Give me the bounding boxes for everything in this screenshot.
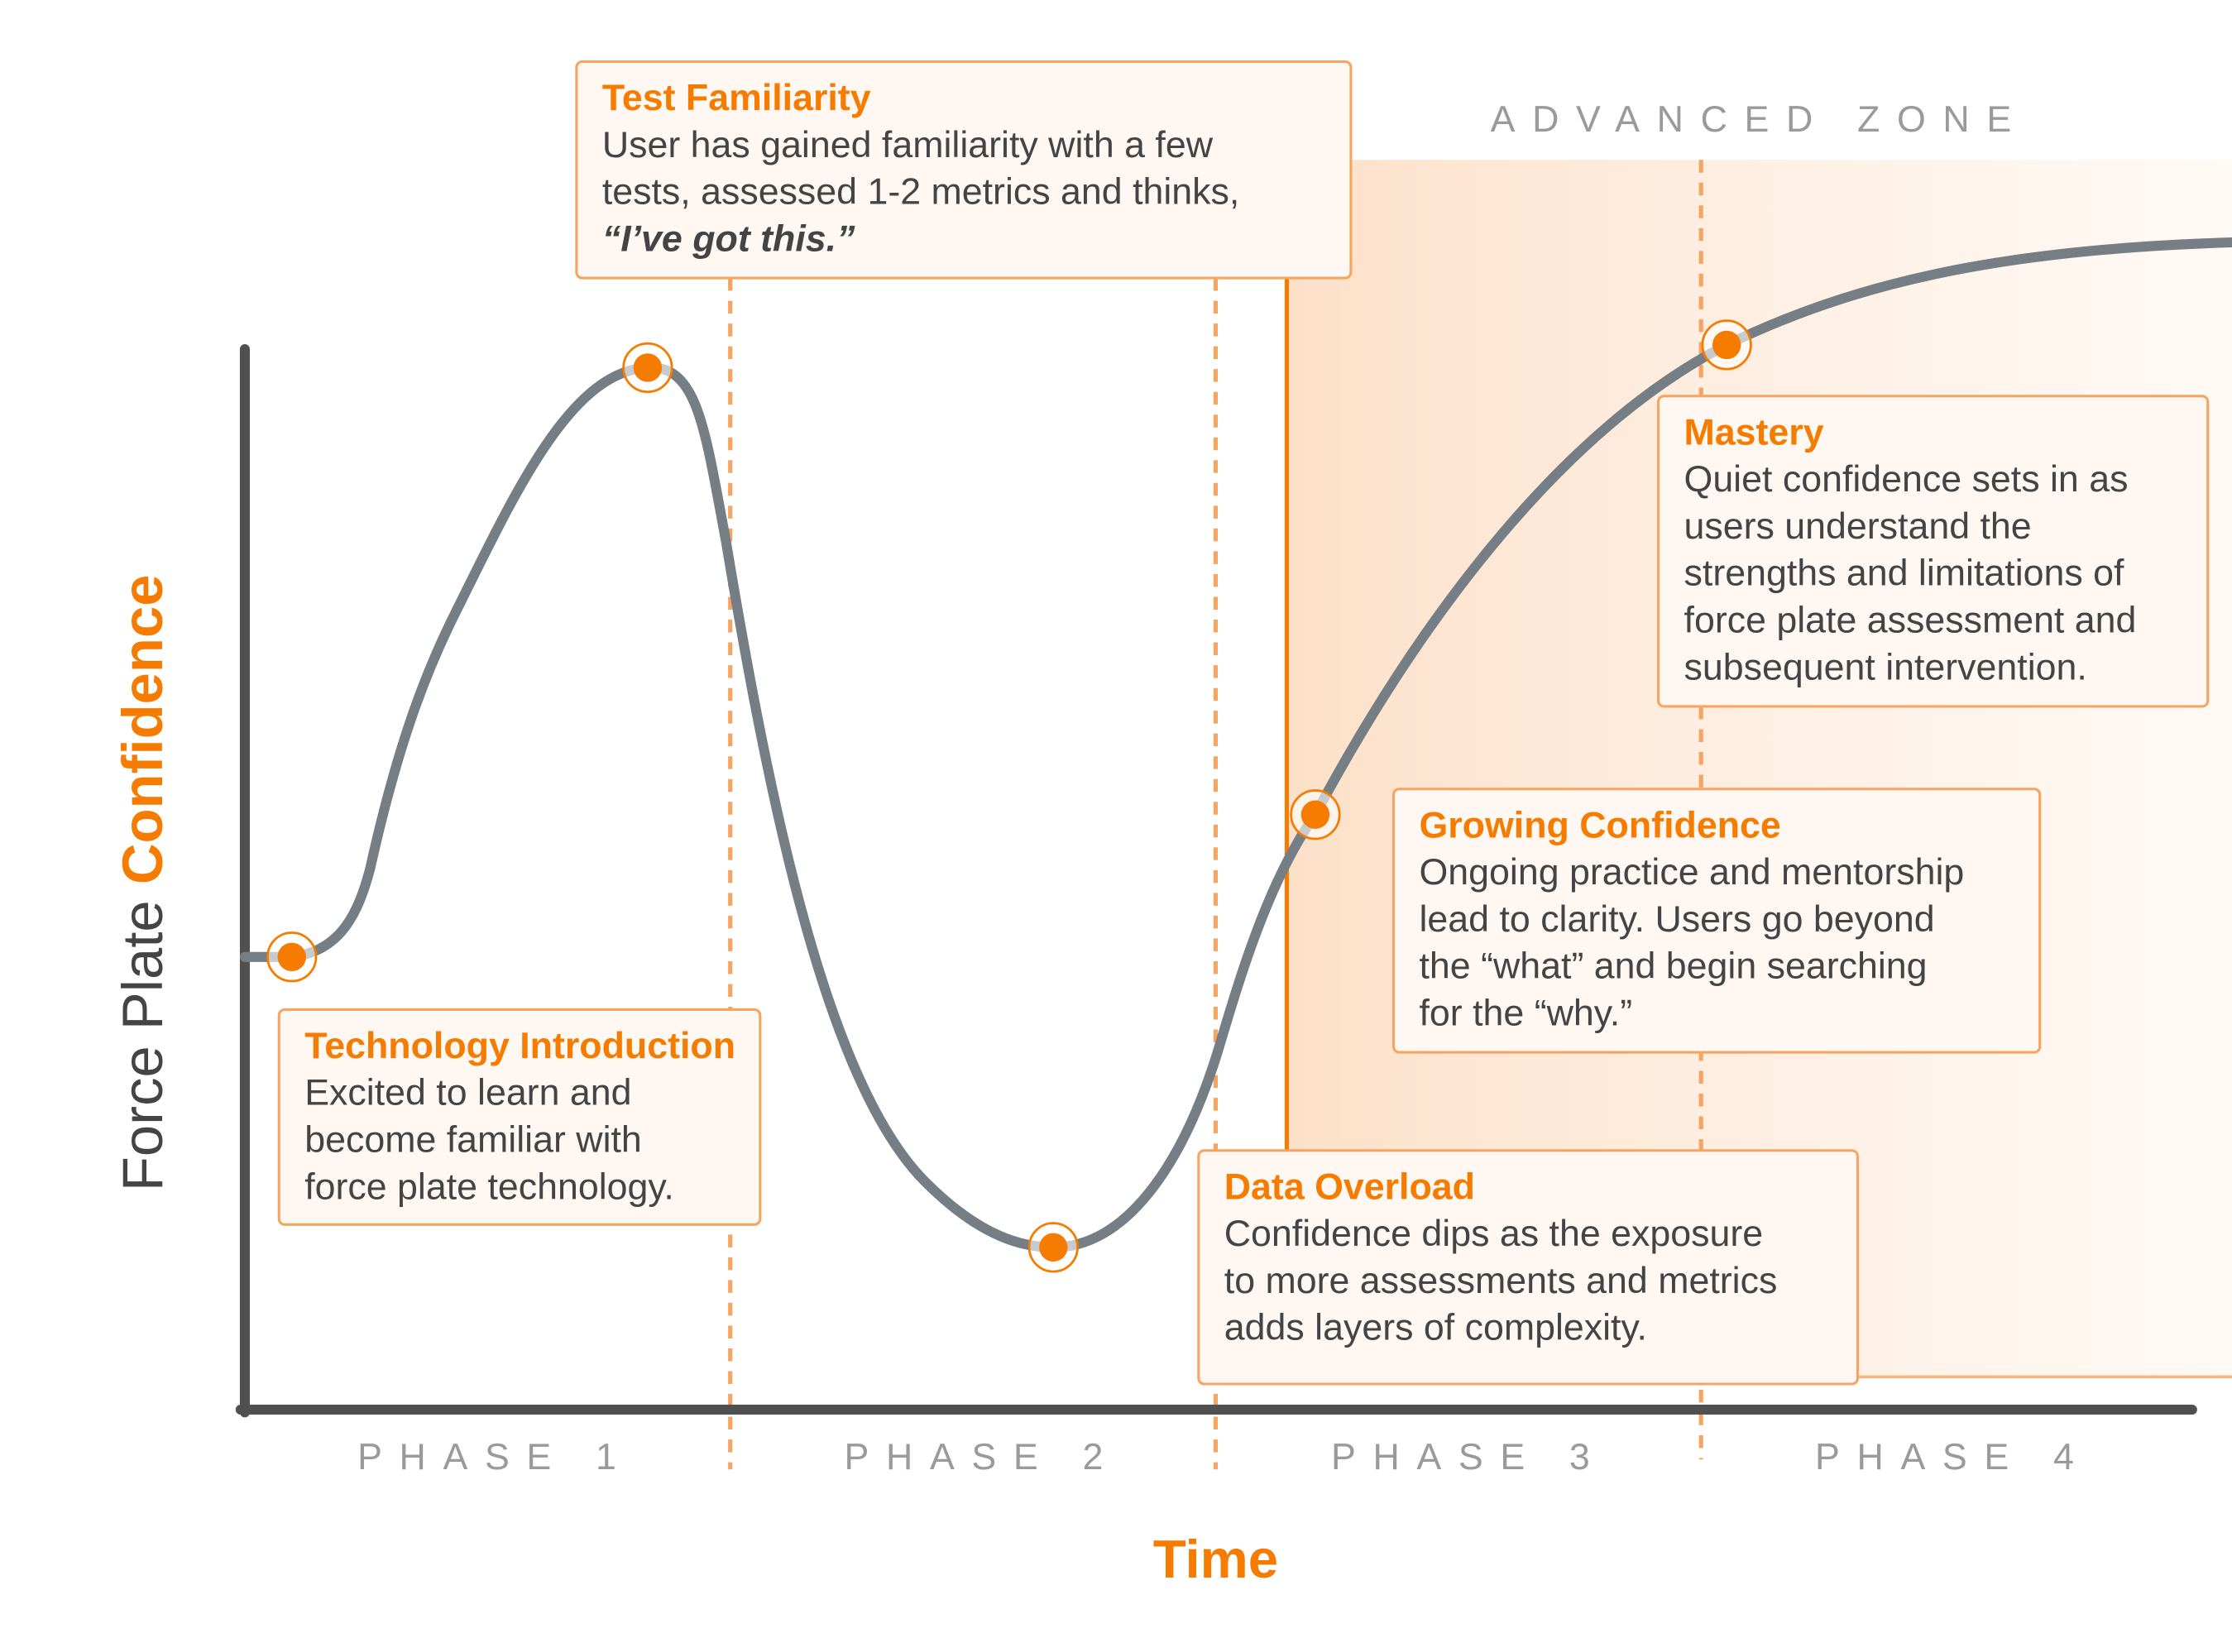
- zone-label: ADVANCED ZONE: [1491, 99, 2028, 140]
- callout: Data Overload Confidence dips as the expo…: [1197, 1149, 1860, 1386]
- marker-dot: [277, 942, 306, 972]
- callout: Test Familiarity User has gained familiar…: [575, 60, 1353, 280]
- callouts: Test Familiarity User has gained familiar…: [277, 60, 2210, 1386]
- callout-title: Test Familiarity: [602, 78, 871, 118]
- phase-label: PHASE 2: [845, 1437, 1120, 1477]
- callout-text: Ongoing practice and mentorship: [1420, 852, 1965, 893]
- callout-box: [575, 60, 1353, 280]
- x-axis-label: Time: [1153, 1529, 1278, 1589]
- callout-text: the “what” and begin searching: [1420, 946, 1928, 987]
- callout-text: lead to clarity. Users go beyond: [1420, 899, 1935, 940]
- callout: Mastery Quiet confidence sets in as users …: [1657, 395, 2210, 708]
- callout-text: to more assessments and metrics: [1224, 1261, 1778, 1301]
- phase-label: PHASE 4: [1815, 1437, 2091, 1477]
- y-label-emphasis: Confidence: [111, 574, 175, 884]
- y-label-prefix: Force Plate: [111, 900, 175, 1191]
- callout-text: strengths and limitations of: [1684, 553, 2125, 594]
- confidence-curve: [239, 237, 2232, 1252]
- callout-title: Technology Introduction: [304, 1026, 735, 1066]
- callout-box: [277, 1008, 762, 1226]
- callout-box: [1391, 788, 2042, 1054]
- callout-title: Data Overload: [1224, 1166, 1475, 1207]
- callout-text: Excited to learn and: [304, 1073, 631, 1113]
- callout-box: [1197, 1149, 1860, 1386]
- callout-quote: “I’ve got this.”: [602, 218, 855, 259]
- phase-label: PHASE 1: [357, 1437, 633, 1477]
- callout-text: become familiar with: [304, 1120, 642, 1161]
- marker-dot: [1300, 800, 1330, 829]
- phase-label: PHASE 3: [1331, 1437, 1607, 1477]
- marker-dot: [1039, 1233, 1068, 1262]
- callout-text: subsequent intervention.: [1684, 647, 2087, 687]
- callout-text: for the “why.”: [1420, 993, 1633, 1033]
- callout-text: tests, assessed 1-2 metrics and thinks,: [602, 172, 1239, 213]
- milestone-markers: [266, 319, 1752, 1273]
- callout-text: Quiet confidence sets in as: [1684, 459, 2129, 500]
- callout: Growing Confidence Ongoing practice and m…: [1391, 788, 2042, 1054]
- callout-text: users understand the: [1684, 506, 2032, 547]
- callout-box: [1657, 395, 2210, 708]
- callout-text: force plate technology.: [304, 1166, 674, 1207]
- marker-dot: [633, 353, 663, 382]
- callout-text: User has gained familiarity with a few: [602, 125, 1214, 165]
- callout: Technology Introduction Excited to learn …: [277, 1008, 762, 1226]
- callout-text: Confidence dips as the exposure: [1224, 1214, 1763, 1254]
- callout-text: force plate assessment and: [1684, 600, 2137, 640]
- phase-labels: PHASE 1 PHASE 2 PHASE 3 PHASE 4: [357, 1437, 2091, 1477]
- callout-text: adds layers of complexity.: [1224, 1308, 1647, 1348]
- marker-dot: [1712, 330, 1741, 360]
- callout-title: Mastery: [1684, 412, 1824, 453]
- y-axis-label: Force Plate Confidence: [111, 574, 175, 1191]
- callout-title: Growing Confidence: [1420, 805, 1781, 845]
